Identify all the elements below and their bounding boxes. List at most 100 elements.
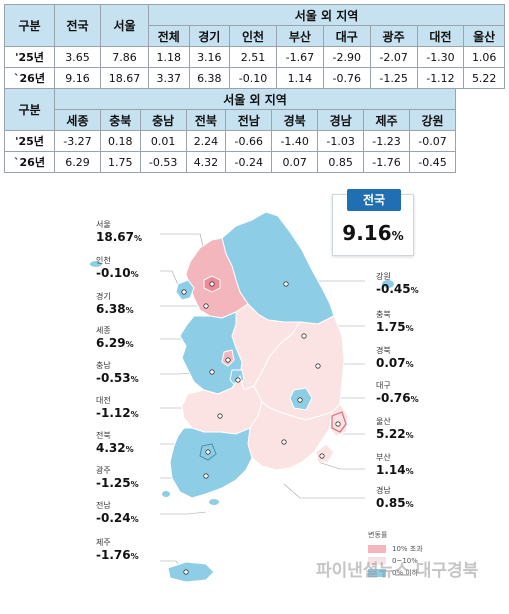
ulsan-highlight: [331, 411, 347, 433]
watermark: 파이낸셜뉴스 대구경북: [316, 561, 479, 581]
cell: 0.07: [271, 151, 319, 173]
callout-name: 울산: [376, 417, 391, 426]
legend-item: 0~10%: [368, 555, 464, 567]
cell: 0.18: [99, 130, 141, 152]
cell: 7.86: [100, 46, 149, 68]
cell: 3.37: [148, 67, 190, 89]
callout-gwangju: 광주 -1.25%: [96, 466, 160, 492]
cell: -3.27: [54, 130, 101, 152]
callout-value: 0.07%: [376, 356, 414, 370]
legend-swatch: [368, 569, 386, 577]
cell: 18.67: [100, 67, 149, 89]
header-region: 경기: [188, 25, 231, 47]
island-sw: [162, 491, 170, 497]
cell: 5.22: [463, 67, 505, 89]
row-label: `26년: [4, 67, 55, 89]
cell: -1.30: [416, 46, 465, 68]
callout-name: 경기: [96, 292, 111, 301]
cell: -1.25: [369, 67, 418, 89]
cell: -0.53: [139, 151, 187, 173]
callout-value: 0.85%: [376, 496, 414, 510]
legend-item: 10% 초과: [368, 543, 464, 555]
callout-name: 대구: [376, 381, 391, 390]
header-region: 강원: [409, 109, 456, 131]
legend-label: 10% 초과: [392, 545, 423, 553]
callout-value: -0.76%: [376, 391, 419, 405]
callout-chungbuk: 충북 1.75%: [376, 310, 436, 336]
cell: 9.16: [54, 67, 101, 89]
cell: -0.10: [229, 67, 277, 89]
callout-gyeongbuk: 경북 0.07%: [376, 346, 436, 372]
region-jeju: [167, 561, 215, 583]
callout-gyeongnam: 경남 0.85%: [376, 486, 436, 512]
callout-value: 6.29%: [96, 336, 134, 350]
callout-value: -0.10%: [96, 266, 139, 280]
table-row: `26년 9.16 18.67 3.37 6.38 -0.10 1.14 -0.…: [4, 67, 505, 89]
region-map-panel: 서울 18.67% 인천 -0.10% 경기 6.38% 세종 6.29% 충남…: [0, 176, 509, 614]
region-busan: [315, 443, 335, 463]
callout-jeju: 제주 -1.76%: [96, 538, 160, 564]
cell: 3.65: [54, 46, 101, 68]
callout-value: 18.67%: [96, 230, 142, 244]
cell: 2.51: [229, 46, 277, 68]
legend: 변동률 10% 초과 0~10% 0% 이하: [368, 530, 464, 579]
callout-value: -0.24%: [96, 511, 139, 525]
legend-swatch: [368, 557, 386, 565]
callout-seoul: 서울 18.67%: [96, 220, 160, 246]
callout-name: 광주: [96, 466, 111, 475]
callout-name: 전남: [96, 501, 111, 510]
region-jeonnam: [169, 427, 253, 499]
header-region: 충남: [139, 109, 187, 131]
callout-value: -0.53%: [96, 371, 139, 385]
table-row: '25년 3.65 7.86 1.18 3.16 2.51 -1.67 -2.9…: [4, 46, 505, 68]
callout-busan: 부산 1.14%: [376, 453, 436, 479]
callout-value: -1.25%: [96, 476, 139, 490]
row-label: `26년: [4, 151, 55, 173]
row-label: '25년: [4, 130, 55, 152]
callout-value: 1.14%: [376, 463, 414, 477]
table-row: '25년 -3.27 0.18 0.01 2.24 -0.66 -1.40 -1…: [4, 130, 456, 152]
cell: -0.76: [322, 67, 371, 89]
callout-name: 경북: [376, 346, 391, 355]
cell: -0.24: [225, 151, 273, 173]
cell: -2.90: [322, 46, 371, 68]
callout-name: 충북: [376, 310, 391, 319]
national-label: 전국: [347, 189, 401, 211]
header-region: 대전: [416, 25, 465, 47]
header-region: 울산: [463, 25, 505, 47]
cell: -1.23: [363, 130, 410, 152]
cell: 1.75: [99, 151, 141, 173]
callout-jeonnam: 전남 -0.24%: [96, 501, 160, 527]
header-jeonguk: 전국: [54, 4, 101, 47]
cell: 6.29: [54, 151, 101, 173]
callout-value: 1.75%: [376, 320, 414, 334]
cell: -1.03: [317, 130, 365, 152]
header-region: 제주: [363, 109, 410, 131]
callout-incheon: 인천 -0.10%: [96, 256, 160, 282]
cell: 1.06: [463, 46, 505, 68]
callout-name: 서울: [96, 220, 111, 229]
header-region: 전북: [185, 109, 227, 131]
header-region: 세종: [54, 109, 101, 131]
callout-name: 강원: [376, 272, 391, 281]
callout-name: 부산: [376, 453, 391, 462]
callout-sejong: 세종 6.29%: [96, 326, 160, 352]
callout-value: -1.76%: [96, 548, 139, 562]
callout-name: 대전: [96, 396, 111, 405]
callout-name: 충남: [96, 361, 111, 370]
legend-item: 0% 이하: [368, 567, 464, 579]
cell: 3.16: [188, 46, 231, 68]
cell: 6.38: [188, 67, 231, 89]
cell: -0.66: [225, 130, 273, 152]
header-gubun: 구분: [4, 88, 55, 131]
header-region: 인천: [229, 25, 277, 47]
cell: -0.45: [409, 151, 456, 173]
header-region-group: 서울 외 지역: [54, 88, 456, 110]
callout-daegu: 대구 -0.76%: [376, 381, 436, 407]
callout-gangwon: 강원 -0.45%: [376, 272, 436, 298]
header-region: 전남: [225, 109, 273, 131]
cell: -1.12: [416, 67, 465, 89]
cell: -1.67: [275, 46, 324, 68]
cell: 4.32: [185, 151, 227, 173]
rate-table-2: 구분 서울 외 지역 세종 충북 충남 전북 전남 경북 경남 제주 강원 '2…: [4, 88, 456, 173]
